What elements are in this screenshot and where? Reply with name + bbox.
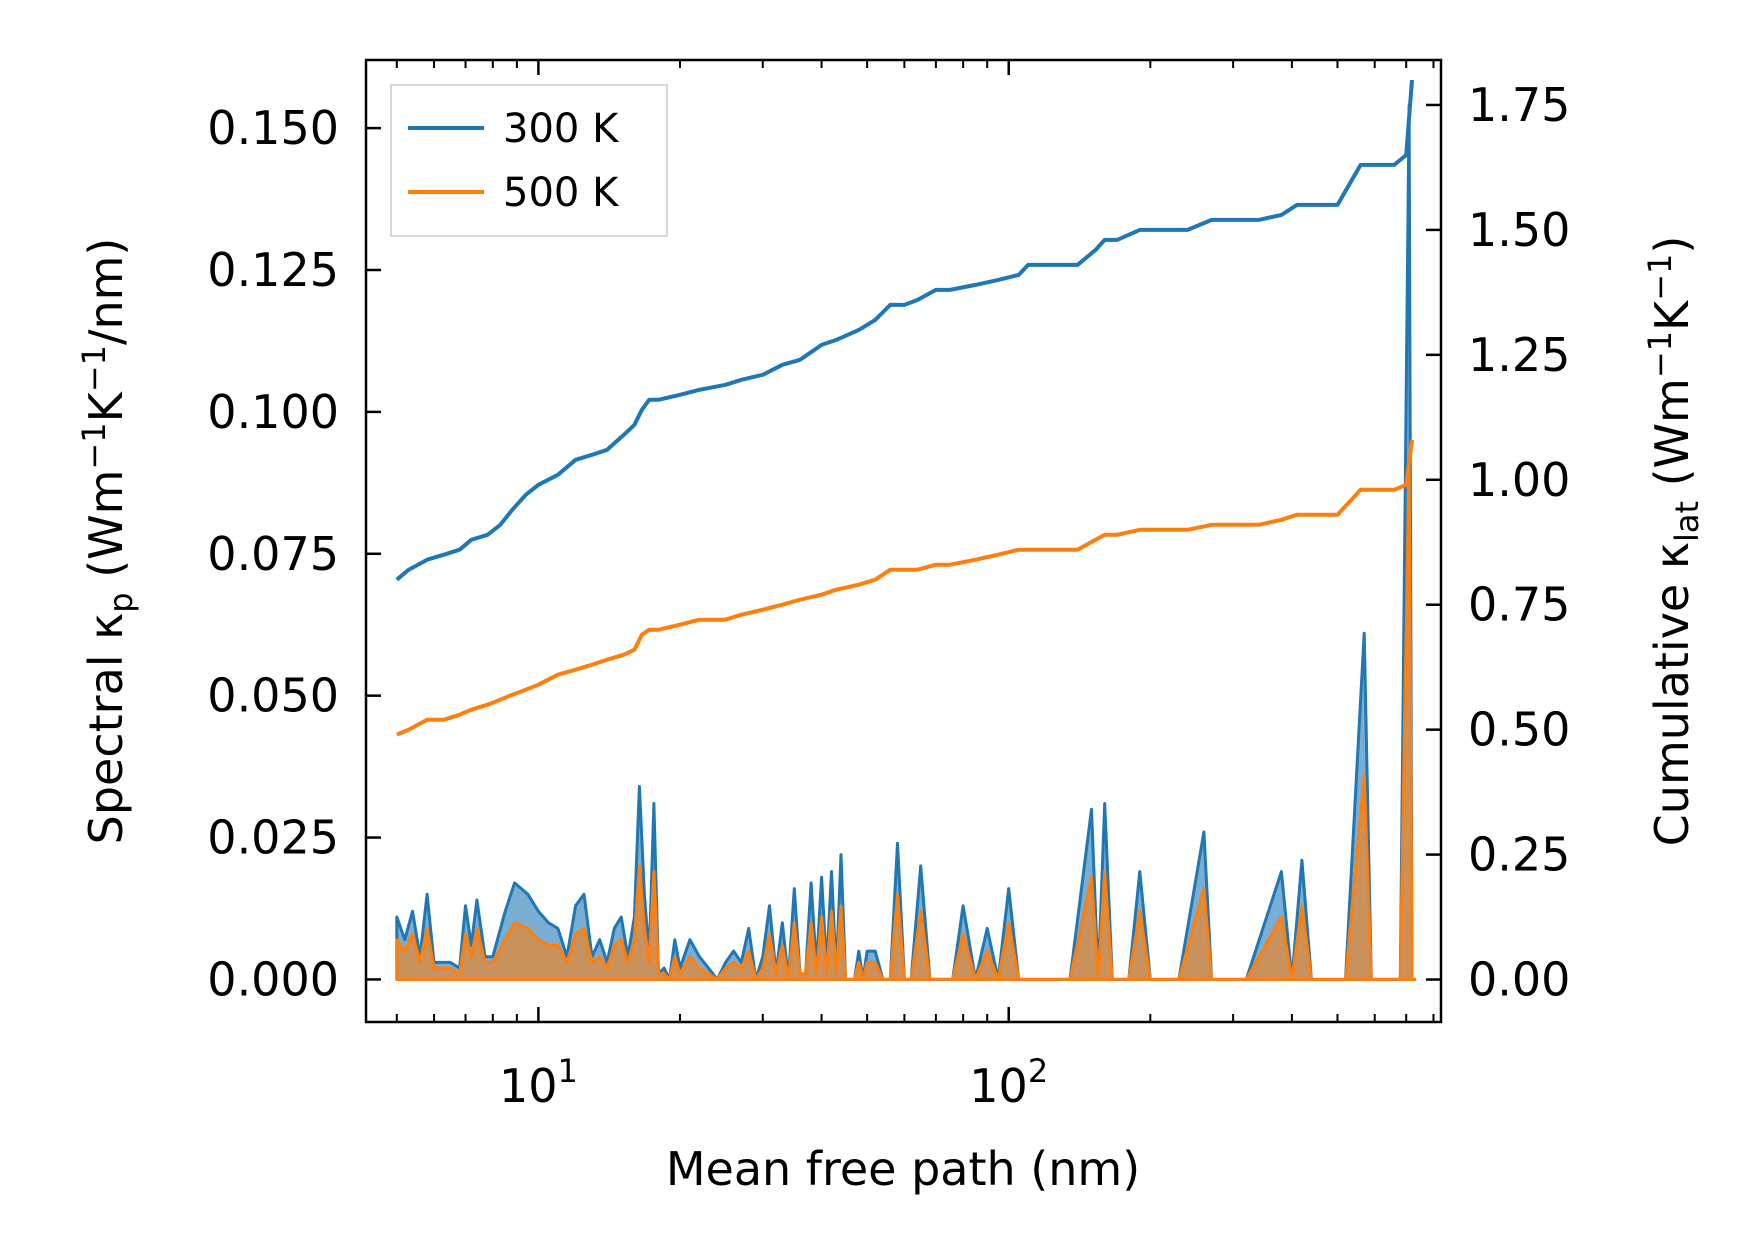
- left-y-tick-label: 0.100: [207, 385, 339, 439]
- left-y-title-sup2: −1: [75, 345, 113, 392]
- left-y-tick-labels: 0.000 0.025 0.050 0.075 0.100 0.125 0.150: [207, 101, 339, 1006]
- right-y-tick-label: 1.25: [1468, 328, 1570, 382]
- right-y-title-mid: K: [1645, 299, 1699, 331]
- legend-label-500k: 500 K: [503, 170, 620, 216]
- right-y-title-sup2: −1: [1641, 254, 1679, 301]
- right-y-title-unit-close: ): [1645, 236, 1699, 254]
- right-y-tick-label: 0.75: [1468, 578, 1570, 632]
- left-y-tick-label: 0.125: [207, 243, 339, 297]
- left-y-title-sup1: −1: [75, 422, 113, 469]
- legend-label-300k: 300 K: [503, 106, 620, 152]
- plot-area: [395, 79, 1417, 981]
- right-y-tick-label: 1.00: [1468, 453, 1570, 507]
- right-y-title-sub: lat: [1668, 501, 1706, 542]
- left-y-tick-label: 0.075: [207, 527, 339, 581]
- legend: 300 K 500 K: [390, 84, 668, 237]
- legend-box: [390, 84, 668, 237]
- x-tick-label: 102: [969, 1052, 1048, 1113]
- cumulative-lines: [395, 79, 1414, 737]
- left-y-title-main: Spectral κ: [79, 613, 133, 845]
- left-y-tick-label: 0.025: [207, 811, 339, 865]
- cumulative-line-500k: [396, 439, 1414, 737]
- axes-frame: [364, 58, 1443, 1024]
- x-axis-title: Mean free path (nm): [666, 1142, 1140, 1196]
- spectral-500k-fill: [395, 455, 1417, 981]
- right-y-tick-labels: 0.00 0.25 0.50 0.75 1.00 1.25 1.50 1.75: [1468, 78, 1570, 1007]
- right-y-title-unit-open: (Wm: [1645, 378, 1699, 501]
- right-y-title-main: Cumulative κ: [1645, 542, 1699, 846]
- left-y-title-unit-open: (Wm: [79, 470, 133, 593]
- right-y-tick-label: 0.25: [1468, 828, 1570, 882]
- left-y-title-unit-close: /nm): [79, 238, 133, 345]
- x-tick-labels: 101 102: [499, 1052, 1048, 1113]
- left-y-tick-label: 0.150: [207, 101, 339, 155]
- cumulative-line-300k: [395, 79, 1414, 582]
- left-y-axis-title: Spectral κp (Wm−1K−1/nm): [75, 238, 140, 845]
- right-y-title-sup1: −1: [1641, 331, 1679, 378]
- left-y-title-sub: p: [102, 592, 140, 612]
- right-y-tick-label: 1.75: [1468, 78, 1570, 132]
- right-y-axis-title: Cumulative κlat (Wm−1K−1): [1641, 236, 1706, 847]
- left-y-title-mid: K: [79, 390, 133, 422]
- left-y-tick-label: 0.000: [207, 952, 339, 1006]
- axis-ticks: [366, 60, 1441, 1022]
- spectral-500k-area: [395, 455, 1417, 981]
- right-y-tick-label: 1.50: [1468, 203, 1570, 257]
- right-y-tick-label: 0.00: [1468, 953, 1570, 1007]
- left-y-tick-label: 0.050: [207, 669, 339, 723]
- right-y-tick-label: 0.50: [1468, 703, 1570, 757]
- x-tick-label: 101: [499, 1052, 578, 1113]
